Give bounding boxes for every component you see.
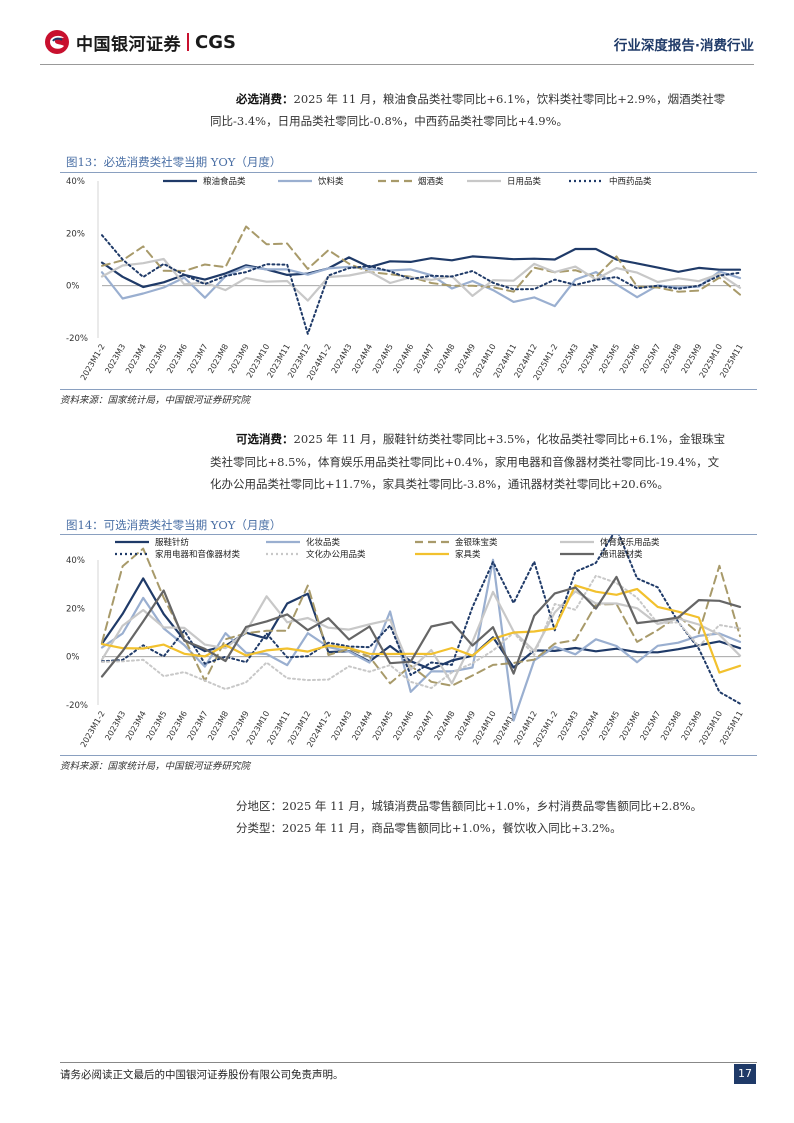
series-line (100, 558, 742, 722)
cgs-logo-icon (45, 30, 69, 54)
series-line (101, 547, 741, 687)
legend-label: 日用品类 (507, 176, 542, 187)
y-tick-label: 40% (66, 556, 85, 566)
paragraph-discretionary-line2: 类社零同比+8.5%，体育娱乐用品类社零同比+0.4%，家用电器和音像器材类社零… (210, 455, 720, 469)
brand-name-cn: 中国银河证券 (76, 34, 181, 55)
series-line (100, 590, 742, 685)
header-divider (40, 64, 754, 65)
figure14-svg: 40%20%0%-20%2023M1-22023M32023M42023M520… (66, 527, 745, 749)
legend-label: 服鞋针纺 (155, 537, 190, 548)
figure14-bottom-rule (60, 755, 757, 756)
y-tick-label: -20% (66, 334, 88, 344)
series-line (101, 574, 741, 691)
figure13-title: 图13：必选消费类社零当期 YOY（月度） (66, 155, 282, 169)
y-tick-label: 0% (66, 282, 80, 292)
paragraph-essential-lead: 必选消费： (236, 92, 294, 106)
series-line (101, 225, 741, 296)
legend-label: 通讯器材类 (600, 549, 643, 560)
figure13-top-rule (60, 172, 757, 173)
figure14-source: 资料来源：国家统计局，中国银河证券研究院 (60, 761, 251, 772)
legend-label: 化妆品类 (306, 537, 341, 548)
figure13-svg: 40%20%0%-20%2023M1-22023M32023M42023M520… (66, 176, 745, 382)
paragraph-discretionary-line3: 化办公用品类社零同比+11.7%，家具类社零同比-3.8%，通讯器材类社零同比+… (210, 477, 669, 491)
company-logo: 中国银河证券 CGS (44, 28, 236, 56)
figure13-bottom-rule (60, 389, 757, 390)
series-line (100, 247, 742, 289)
brand-name-en: CGS (195, 31, 236, 53)
y-tick-label: 20% (66, 229, 85, 239)
logo-divider (187, 33, 189, 51)
figure13-chart: 40% 20% 0% -20% 2023M1-2 2023M3 2023M4 2023M5 20… (60, 173, 757, 392)
paragraph-discretionary-lead: 可选消费： (236, 432, 294, 446)
footer-divider (60, 1062, 757, 1063)
legend-label: 家具类 (455, 549, 481, 560)
page-number: 17 (734, 1064, 756, 1084)
series-line (100, 257, 742, 302)
series-line (100, 584, 742, 674)
legend-label: 文化办公用品类 (306, 549, 366, 560)
paragraph-essential-line1: 必选消费：2025 年 11 月，粮油食品类社零同比+6.1%，饮料类社零同比+… (236, 88, 756, 110)
paragraph-type: 分类型：2025 年 11 月，商品零售额同比+1.0%，餐饮收入同比+3.2%… (236, 821, 622, 835)
y-tick-label: 20% (66, 604, 85, 614)
figure14-title: 图14：可选消费类社零当期 YOY（月度） (66, 518, 282, 532)
legend-label: 金银珠宝类 (455, 537, 498, 548)
series-line (101, 234, 741, 335)
y-tick-label: 0% (66, 653, 80, 663)
paragraph-region: 分地区：2025 年 11 月，城镇消费品零售额同比+1.0%，乡村消费品零售额… (236, 799, 703, 813)
report-tag: 行业深度报告·消费行业 (613, 38, 754, 54)
legend-label: 饮料类 (318, 176, 344, 187)
paragraph-essential-line2: 同比-3.4%，日用品类社零同比-0.8%，中西药品类社零同比+4.9%。 (210, 114, 569, 128)
series-line (100, 575, 742, 678)
figure14-chart: 40% 20% 0% -20% 2023M1-2 2023M3 2023M4 2023M5 20… (60, 527, 757, 758)
y-tick-label: 40% (66, 177, 85, 187)
figure13-source: 资料来源：国家统计局，中国银河证券研究院 (60, 395, 251, 406)
page-header: 中国银河证券 CGS 行业深度报告·消费行业 (0, 0, 794, 65)
x-tick-label: 2023M1-2 (79, 710, 107, 749)
series-line (100, 265, 742, 308)
paragraph-essential-text1: 2025 年 11 月，粮油食品类社零同比+6.1%，饮料类社零同比+2.9%，… (293, 92, 726, 106)
series-line (101, 527, 741, 705)
legend-label: 中西药品类 (609, 176, 652, 187)
figure14-top-rule (60, 534, 757, 535)
y-tick-label: -20% (66, 701, 88, 711)
legend-label: 粮油食品类 (203, 176, 246, 187)
legend-label: 体育娱乐用品类 (600, 537, 660, 548)
x-tick-label: 2023M1-2 (79, 343, 107, 382)
paragraph-discretionary-text1: 2025 年 11 月，服鞋针纺类社零同比+3.5%，化妆品类社零同比+6.1%… (293, 432, 726, 446)
footer-disclaimer: 请务必阅读正文最后的中国银河证券股份有限公司免责声明。 (60, 1069, 344, 1081)
legend-label: 家用电器和音像器材类 (155, 549, 241, 560)
paragraph-discretionary-line1: 可选消费：2025 年 11 月，服鞋针纺类社零同比+3.5%，化妆品类社零同比… (236, 428, 756, 450)
legend-label: 烟酒类 (418, 176, 444, 187)
